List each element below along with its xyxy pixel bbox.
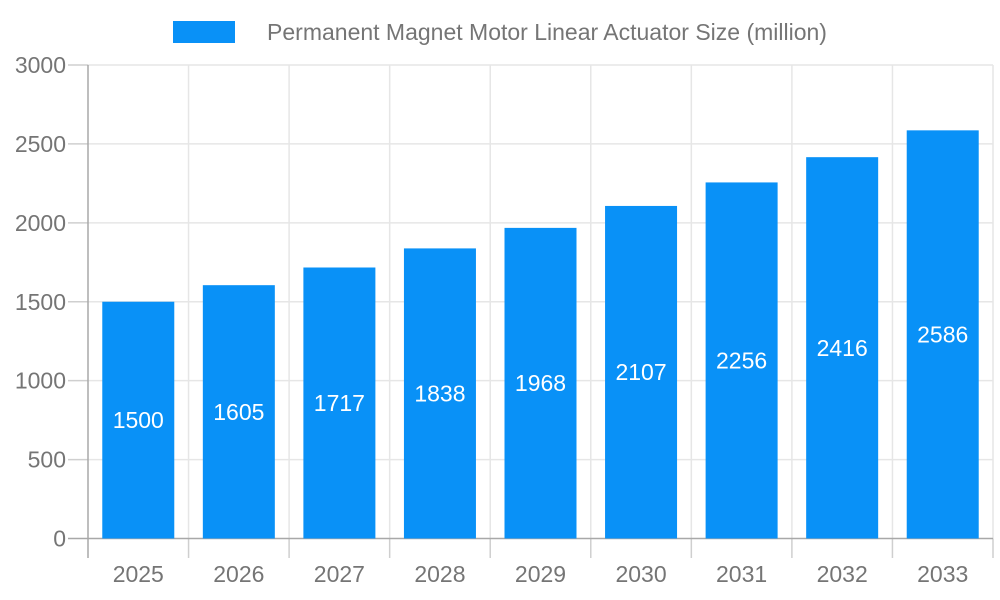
legend-swatch: [173, 21, 236, 43]
x-axis-tick-label: 2032: [817, 561, 868, 587]
bar[interactable]: [605, 205, 678, 539]
x-axis-tick-label: 2029: [515, 561, 566, 587]
bar[interactable]: [202, 285, 275, 539]
bar-value-label: 2586: [917, 321, 968, 347]
bar-value-label: 1968: [515, 370, 566, 396]
x-axis-tick-label: 2033: [917, 561, 968, 587]
y-axis-tick-label: 2000: [15, 210, 66, 236]
bar-value-label: 1500: [113, 407, 164, 433]
bar[interactable]: [806, 157, 879, 539]
bar[interactable]: [906, 130, 979, 539]
x-axis-tick-label: 2030: [615, 561, 666, 587]
x-axis-tick-label: 2028: [414, 561, 465, 587]
y-axis-tick-label: 500: [28, 447, 66, 473]
bar[interactable]: [303, 267, 376, 539]
legend[interactable]: Permanent Magnet Motor Linear Actuator S…: [0, 18, 1000, 45]
bar-value-label: 1838: [414, 380, 465, 406]
bar[interactable]: [102, 301, 175, 539]
bar-value-label: 2256: [716, 347, 767, 373]
bar[interactable]: [504, 227, 577, 539]
bar[interactable]: [705, 182, 778, 539]
legend-title: Permanent Magnet Motor Linear Actuator S…: [267, 18, 827, 45]
y-axis-tick-label: 3000: [15, 52, 66, 78]
bar[interactable]: [403, 248, 476, 539]
bar-value-label: 2107: [615, 359, 666, 385]
x-axis-tick-label: 2026: [213, 561, 264, 587]
y-axis-tick-label: 2500: [15, 131, 66, 157]
bar-value-label: 1605: [213, 399, 264, 425]
bar-value-label: 1717: [314, 390, 365, 416]
y-axis-tick-label: 0: [53, 526, 66, 552]
y-axis-tick-label: 1500: [15, 289, 66, 315]
x-axis-tick-label: 2027: [314, 561, 365, 587]
bar-value-label: 2416: [817, 335, 868, 361]
x-axis-tick-label: 2025: [113, 561, 164, 587]
x-axis-tick-label: 2031: [716, 561, 767, 587]
y-axis-tick-label: 1000: [15, 368, 66, 394]
